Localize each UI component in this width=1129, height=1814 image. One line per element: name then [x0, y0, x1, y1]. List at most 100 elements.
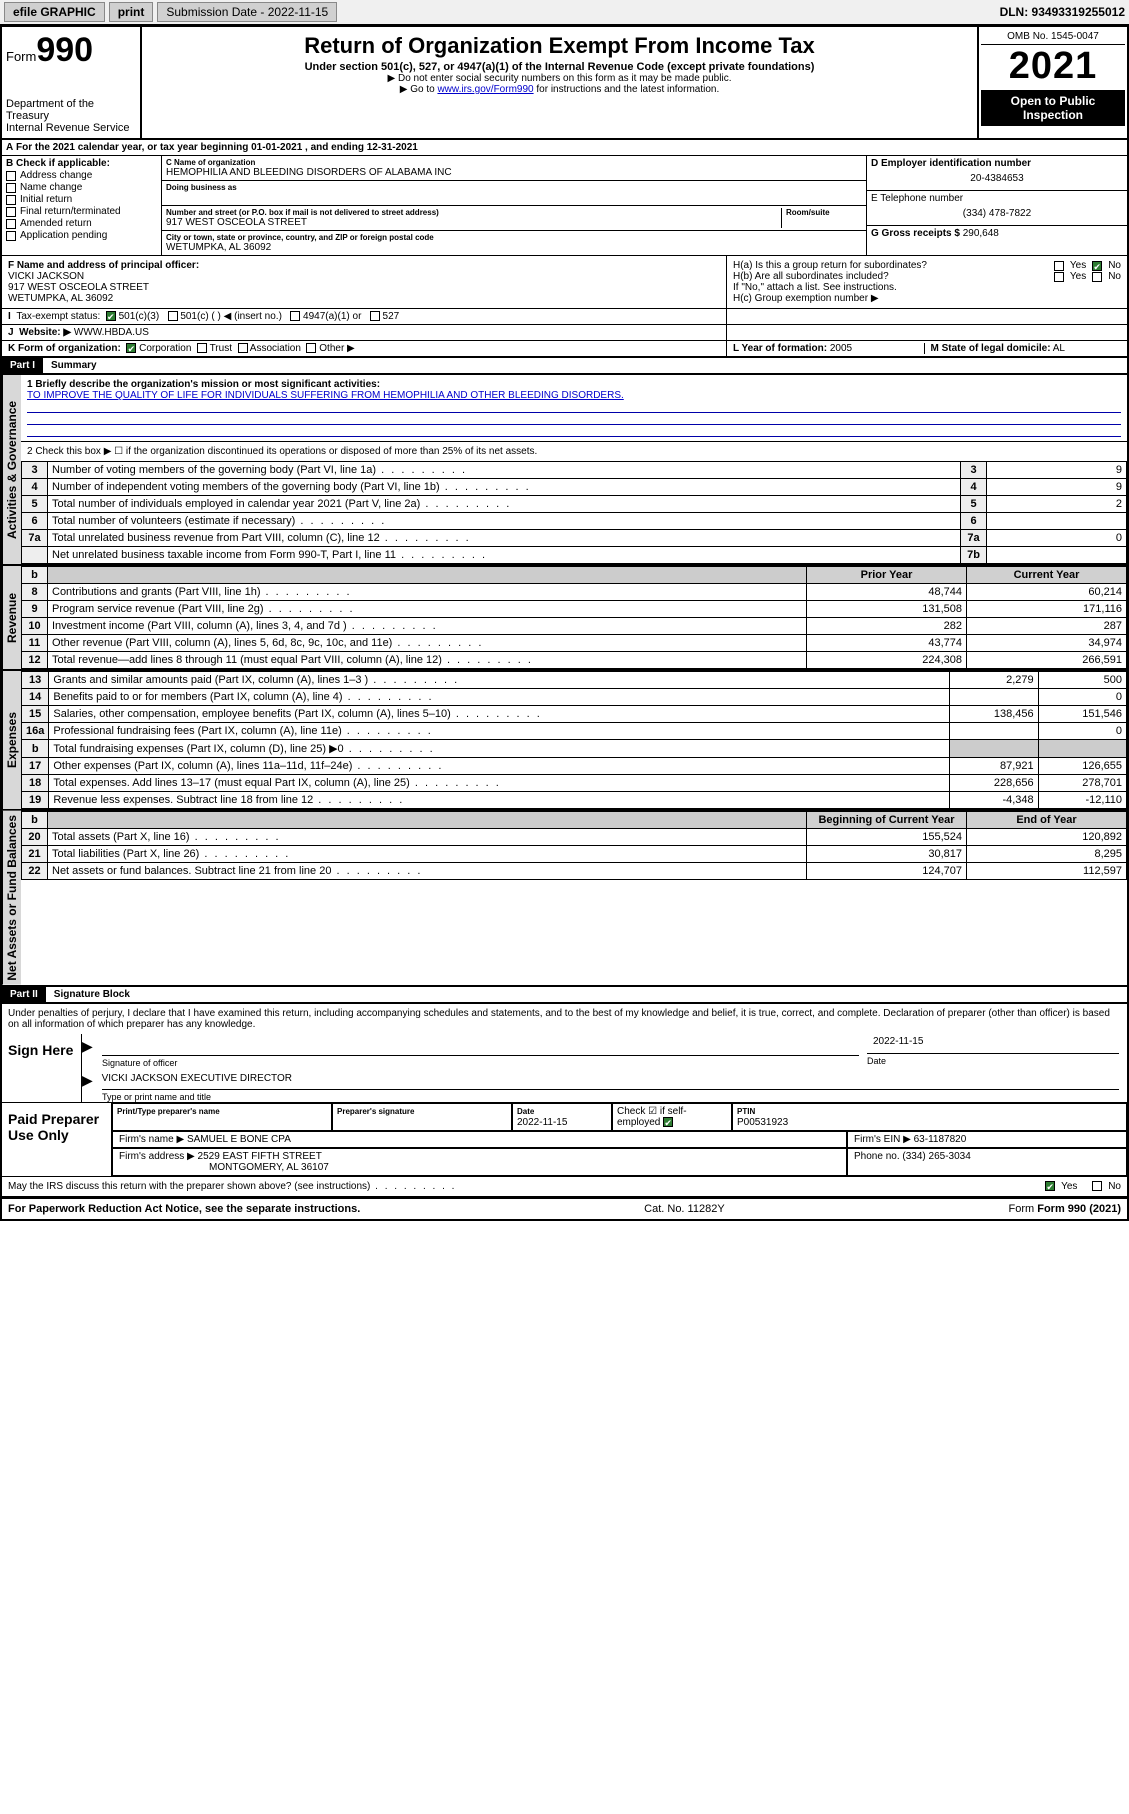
line-value — [987, 547, 1127, 564]
h-a-label: H(a) Is this a group return for subordin… — [733, 260, 927, 271]
name-title-label: Type or print name and title — [102, 1092, 1127, 1102]
table-row: 11Other revenue (Part VIII, column (A), … — [22, 635, 1127, 652]
preparer-row-1: Print/Type preparer's name Preparer's si… — [112, 1103, 1127, 1131]
part-1-badge: Part I — [2, 358, 43, 373]
line-number: 8 — [22, 584, 48, 601]
table-row: 13Grants and similar amounts paid (Part … — [22, 672, 1127, 689]
line-number: 21 — [22, 846, 48, 863]
checkbox-final-return[interactable] — [6, 207, 16, 217]
firm-addr1-value: 2529 EAST FIFTH STREET — [198, 1151, 322, 1162]
h-b-yes-checkbox[interactable] — [1054, 272, 1064, 282]
checkbox-address-change[interactable] — [6, 171, 16, 181]
h-b-label: H(b) Are all subordinates included? — [733, 271, 889, 282]
line-number: 18 — [22, 775, 49, 792]
revenue-table: bPrior YearCurrent Year8Contributions an… — [21, 566, 1127, 669]
line-box: 3 — [961, 462, 987, 479]
line-description: Benefits paid to or for members (Part IX… — [49, 689, 950, 706]
checkbox-501c[interactable] — [168, 311, 178, 321]
checkbox-527[interactable] — [370, 311, 380, 321]
irs-form990-link[interactable]: www.irs.gov/Form990 — [437, 84, 533, 95]
h-a-no-checkbox[interactable] — [1092, 261, 1102, 271]
mission-text: TO IMPROVE THE QUALITY OF LIFE FOR INDIV… — [27, 390, 1121, 401]
line-description: Revenue less expenses. Subtract line 18 … — [49, 792, 950, 809]
current-year-value: 120,892 — [967, 829, 1127, 846]
efile-graphic-button[interactable]: efile GRAPHIC — [4, 2, 105, 22]
irs-label: Internal Revenue Service — [6, 122, 136, 134]
line-number — [22, 547, 48, 564]
print-button[interactable]: print — [109, 2, 154, 22]
prior-year-value: 131,508 — [807, 601, 967, 618]
checkbox-4947a1[interactable] — [290, 311, 300, 321]
firm-ein-label: Firm's EIN ▶ — [854, 1134, 911, 1145]
checkbox-name-change[interactable] — [6, 183, 16, 193]
discuss-no-checkbox[interactable] — [1092, 1181, 1102, 1191]
org-name-label: C Name of organization — [166, 158, 862, 167]
h-b-note: If "No," attach a list. See instructions… — [733, 282, 1121, 293]
line-description: Other revenue (Part VIII, column (A), li… — [48, 635, 807, 652]
tax-exempt-label: Tax-exempt status: — [16, 311, 100, 322]
form-title: Return of Organization Exempt From Incom… — [150, 33, 969, 59]
prior-year-value: 228,656 — [950, 775, 1038, 792]
prior-year-value: 30,817 — [807, 846, 967, 863]
checkbox-application-pending[interactable] — [6, 231, 16, 241]
checkbox-501c3[interactable] — [106, 311, 116, 321]
line-number: 15 — [22, 706, 49, 723]
ein-label: D Employer identification number — [871, 158, 1123, 169]
line-description: Total unrelated business revenue from Pa… — [48, 530, 961, 547]
street-address-label: Number and street (or P.O. box if mail i… — [166, 208, 777, 217]
line-description: Number of voting members of the governin… — [48, 462, 961, 479]
box-d-e-g: D Employer identification number 20-4384… — [867, 156, 1127, 255]
prior-year-value: 282 — [807, 618, 967, 635]
checkbox-trust[interactable] — [197, 343, 207, 353]
checkbox-self-employed[interactable] — [663, 1117, 673, 1127]
line-description: Total revenue—add lines 8 through 11 (mu… — [48, 652, 807, 669]
expenses-table: 13Grants and similar amounts paid (Part … — [21, 671, 1127, 809]
part-2-badge: Part II — [2, 987, 46, 1002]
line-description: Salaries, other compensation, employee b… — [49, 706, 950, 723]
principal-officer-addr2: WETUMPKA, AL 36092 — [8, 293, 720, 304]
signature-officer-label: Signature of officer — [102, 1058, 867, 1068]
current-year-value: 34,974 — [967, 635, 1127, 652]
table-row: 7aTotal unrelated business revenue from … — [22, 530, 1127, 547]
line-number: 10 — [22, 618, 48, 635]
signature-date-label: Date — [867, 1056, 1127, 1066]
line-description: Total number of individuals employed in … — [48, 496, 961, 513]
line-description: Total expenses. Add lines 13–17 (must eq… — [49, 775, 950, 792]
checkbox-amended-return[interactable] — [6, 219, 16, 229]
part-1-title: Summary — [43, 358, 105, 373]
table-row: bTotal fundraising expenses (Part IX, co… — [22, 740, 1127, 758]
form-subtitle-2: Do not enter social security numbers on … — [150, 73, 969, 84]
current-year-value: 60,214 — [967, 584, 1127, 601]
line-number: 4 — [22, 479, 48, 496]
table-row: 19Revenue less expenses. Subtract line 1… — [22, 792, 1127, 809]
line-number: 6 — [22, 513, 48, 530]
line-description: Total number of volunteers (estimate if … — [48, 513, 961, 530]
discuss-yes-checkbox[interactable] — [1045, 1181, 1055, 1191]
ptin-label: PTIN — [737, 1107, 755, 1116]
line-description: Total assets (Part X, line 16) — [48, 829, 807, 846]
table-row: 6Total number of volunteers (estimate if… — [22, 513, 1127, 530]
officer-name-title: VICKI JACKSON EXECUTIVE DIRECTOR — [102, 1073, 292, 1084]
current-year-value: 151,546 — [1038, 706, 1126, 723]
prior-year-value: 43,774 — [807, 635, 967, 652]
telephone-label: E Telephone number — [871, 193, 1123, 204]
table-row: 15Salaries, other compensation, employee… — [22, 706, 1127, 723]
h-a-yes-checkbox[interactable] — [1054, 261, 1064, 271]
h-b-no-checkbox[interactable] — [1092, 272, 1102, 282]
checkbox-other[interactable] — [306, 343, 316, 353]
current-year-value: 171,116 — [967, 601, 1127, 618]
checkbox-association[interactable] — [238, 343, 248, 353]
form-number: Form990 — [6, 31, 136, 70]
website-value: WWW.HBDA.US — [74, 327, 149, 338]
current-year-value: -12,110 — [1038, 792, 1126, 809]
line-number: 5 — [22, 496, 48, 513]
line-box: 6 — [961, 513, 987, 530]
line-description: Net assets or fund balances. Subtract li… — [48, 863, 807, 880]
part-2-title: Signature Block — [46, 987, 138, 1002]
line-box: 7b — [961, 547, 987, 564]
checkbox-initial-return[interactable] — [6, 195, 16, 205]
prior-year-value: 2,279 — [950, 672, 1038, 689]
cat-number: Cat. No. 11282Y — [644, 1203, 725, 1215]
line-i-tax-exempt: I Tax-exempt status: 501(c)(3) 501(c) ( … — [2, 309, 1127, 325]
checkbox-corporation[interactable] — [126, 343, 136, 353]
